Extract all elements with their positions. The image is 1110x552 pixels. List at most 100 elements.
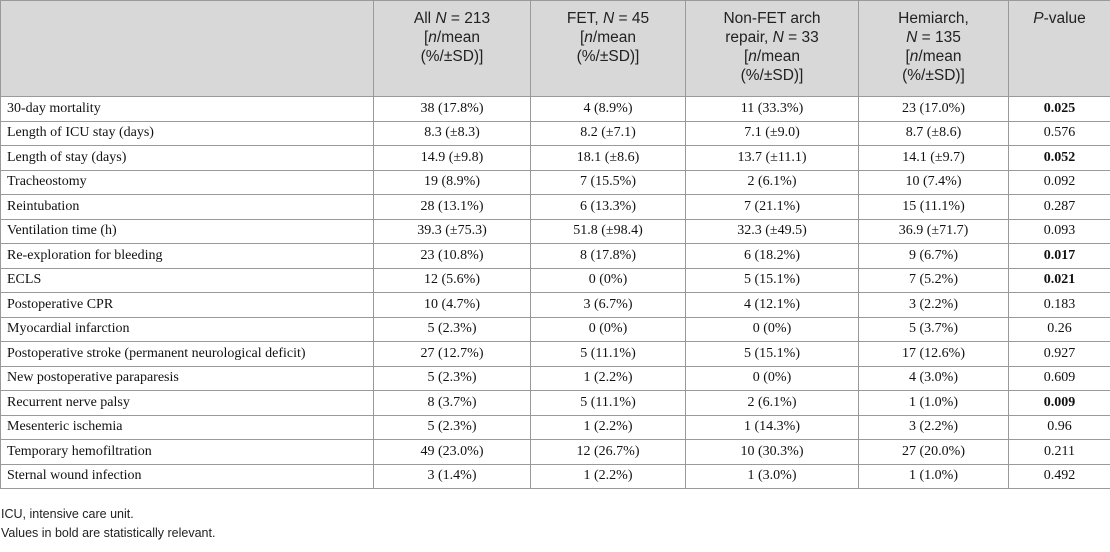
table-row: Ventilation time (h) 39.3 (±75.3) 51.8 (±9… <box>0 218 1110 244</box>
hemiarch-value: 3 (2.2%) <box>858 292 1009 318</box>
fet-value: 3 (6.7%) <box>530 292 686 318</box>
fet-value: 6 (13.3%) <box>530 194 686 220</box>
hemiarch-value: 3 (2.2%) <box>858 414 1009 440</box>
hemiarch-value: 10 (7.4%) <box>858 169 1009 195</box>
header-cell-all: All N = 213 [n/mean (%/±SD)] <box>373 0 531 97</box>
hemiarch-value: 8.7 (±8.6) <box>858 120 1009 146</box>
non-fet-value: 1 (14.3%) <box>685 414 859 440</box>
p-value: 0.287 <box>1008 194 1110 220</box>
outcome-label: Re-exploration for bleeding <box>0 243 374 269</box>
hemiarch-value: 14.1 (±9.7) <box>858 145 1009 171</box>
non-fet-value: 7.1 (±9.0) <box>685 120 859 146</box>
table-row: Reintubation 28 (13.1%) 6 (13.3%) 7 (21.1%)… <box>0 194 1110 220</box>
table-row: 30-day mortality 38 (17.8%) 4 (8.9%) 11 (33… <box>0 96 1110 122</box>
outcome-label: ECLS <box>0 267 374 293</box>
header-cell-hemiarch: Hemiarch, N = 135 [n/mean (%/±SD)] <box>858 0 1009 97</box>
non-fet-value: 6 (18.2%) <box>685 243 859 269</box>
all-value: 8 (3.7%) <box>373 390 531 416</box>
all-value: 5 (2.3%) <box>373 365 531 391</box>
hemiarch-value: 27 (20.0%) <box>858 439 1009 465</box>
fet-value: 1 (2.2%) <box>530 365 686 391</box>
all-value: 5 (2.3%) <box>373 414 531 440</box>
outcome-label: Postoperative CPR <box>0 292 374 318</box>
outcome-label: New postoperative paraparesis <box>0 365 374 391</box>
all-value: 8.3 (±8.3) <box>373 120 531 146</box>
hemiarch-value: 36.9 (±71.7) <box>858 218 1009 244</box>
all-value: 28 (13.1%) <box>373 194 531 220</box>
hemiarch-value: 4 (3.0%) <box>858 365 1009 391</box>
outcome-label: Sternal wound infection <box>0 463 374 489</box>
non-fet-value: 13.7 (±11.1) <box>685 145 859 171</box>
all-value: 3 (1.4%) <box>373 463 531 489</box>
p-value: 0.093 <box>1008 218 1110 244</box>
fet-value: 8.2 (±7.1) <box>530 120 686 146</box>
fet-value: 1 (2.2%) <box>530 414 686 440</box>
outcome-label: Mesenteric ischemia <box>0 414 374 440</box>
footnote-abbreviation: ICU, intensive care unit. <box>1 507 134 521</box>
fet-value: 7 (15.5%) <box>530 169 686 195</box>
table-row: Temporary hemofiltration 49 (23.0%) 12 (26… <box>0 439 1110 465</box>
hemiarch-value: 1 (1.0%) <box>858 463 1009 489</box>
table-row: Re-exploration for bleeding 23 (10.8%) 8 (… <box>0 243 1110 269</box>
all-value: 19 (8.9%) <box>373 169 531 195</box>
p-value: 0.576 <box>1008 120 1110 146</box>
table-row: Length of ICU stay (days) 8.3 (±8.3) 8.2 (… <box>0 120 1110 146</box>
table-row: Sternal wound infection 3 (1.4%) 1 (2.2%) 1… <box>0 463 1110 489</box>
table-row: Mesenteric ischemia 5 (2.3%) 1 (2.2%) 1 (14… <box>0 414 1110 440</box>
hemiarch-value: 9 (6.7%) <box>858 243 1009 269</box>
p-value: 0.017 <box>1008 243 1110 269</box>
non-fet-value: 5 (15.1%) <box>685 341 859 367</box>
p-value: 0.211 <box>1008 439 1110 465</box>
p-value: 0.009 <box>1008 390 1110 416</box>
non-fet-value: 10 (30.3%) <box>685 439 859 465</box>
non-fet-value: 2 (6.1%) <box>685 169 859 195</box>
all-value: 38 (17.8%) <box>373 96 531 122</box>
hemiarch-value: 5 (3.7%) <box>858 316 1009 342</box>
outcome-label: Reintubation <box>0 194 374 220</box>
fet-value: 12 (26.7%) <box>530 439 686 465</box>
fet-value: 51.8 (±98.4) <box>530 218 686 244</box>
outcome-label: Length of stay (days) <box>0 145 374 171</box>
all-value: 14.9 (±9.8) <box>373 145 531 171</box>
header-cell-non-fet: Non-FET arch repair, N = 33 [n/mean (%/±SD)… <box>685 0 859 97</box>
hemiarch-value: 1 (1.0%) <box>858 390 1009 416</box>
p-value: 0.96 <box>1008 414 1110 440</box>
outcome-label: Myocardial infarction <box>0 316 374 342</box>
table-body: 30-day mortality 38 (17.8%) 4 (8.9%) 11 (33… <box>0 96 1110 489</box>
outcomes-table: All N = 213 [n/mean (%/±SD)] FET, N = 45 [n… <box>0 0 1110 489</box>
fet-value: 5 (11.1%) <box>530 341 686 367</box>
fet-value: 4 (8.9%) <box>530 96 686 122</box>
header-cell-p-value: P-value <box>1008 0 1110 97</box>
all-value: 23 (10.8%) <box>373 243 531 269</box>
table-row: ECLS 12 (5.6%) 0 (0%) 5 (15.1%) 7 (5.2%) 0.02… <box>0 267 1110 293</box>
table-row: Postoperative stroke (permanent neurolog… <box>0 341 1110 367</box>
outcome-label: 30-day mortality <box>0 96 374 122</box>
all-value: 10 (4.7%) <box>373 292 531 318</box>
non-fet-value: 7 (21.1%) <box>685 194 859 220</box>
p-value: 0.609 <box>1008 365 1110 391</box>
all-value: 49 (23.0%) <box>373 439 531 465</box>
table-row: Myocardial infarction 5 (2.3%) 0 (0%) 0 (0%… <box>0 316 1110 342</box>
all-value: 12 (5.6%) <box>373 267 531 293</box>
header-cell-outcome <box>0 0 374 97</box>
all-value: 27 (12.7%) <box>373 341 531 367</box>
fet-value: 8 (17.8%) <box>530 243 686 269</box>
hemiarch-value: 17 (12.6%) <box>858 341 1009 367</box>
outcome-label: Temporary hemofiltration <box>0 439 374 465</box>
table-row: New postoperative paraparesis 5 (2.3%) 1 (… <box>0 365 1110 391</box>
hemiarch-value: 7 (5.2%) <box>858 267 1009 293</box>
outcome-label: Tracheostomy <box>0 169 374 195</box>
p-value: 0.052 <box>1008 145 1110 171</box>
non-fet-value: 0 (0%) <box>685 365 859 391</box>
non-fet-value: 11 (33.3%) <box>685 96 859 122</box>
non-fet-value: 32.3 (±49.5) <box>685 218 859 244</box>
header-row: All N = 213 [n/mean (%/±SD)] FET, N = 45 [n… <box>0 0 1110 97</box>
table-row: Tracheostomy 19 (8.9%) 7 (15.5%) 2 (6.1%) 10… <box>0 169 1110 195</box>
non-fet-value: 4 (12.1%) <box>685 292 859 318</box>
non-fet-value: 1 (3.0%) <box>685 463 859 489</box>
p-value: 0.927 <box>1008 341 1110 367</box>
fet-value: 0 (0%) <box>530 316 686 342</box>
fet-value: 5 (11.1%) <box>530 390 686 416</box>
all-value: 5 (2.3%) <box>373 316 531 342</box>
non-fet-value: 0 (0%) <box>685 316 859 342</box>
